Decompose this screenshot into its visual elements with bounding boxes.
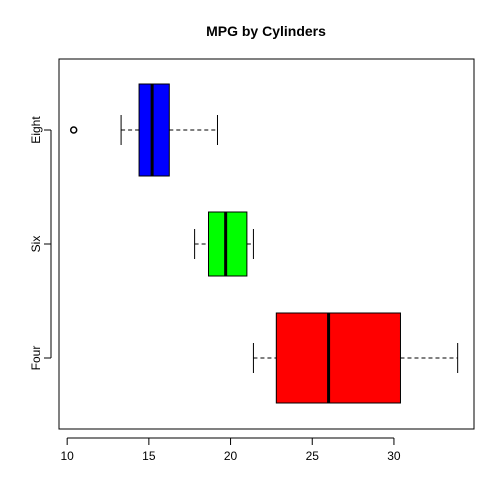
y-tick-label: Eight bbox=[29, 116, 43, 144]
x-axis: 10 15 20 25 30 bbox=[60, 437, 401, 463]
box-iqr bbox=[207, 211, 248, 277]
x-tick-label: 15 bbox=[142, 449, 156, 463]
x-tick-label: 10 bbox=[60, 449, 74, 463]
chart-title: MPG by Cylinders bbox=[206, 23, 326, 39]
box-four bbox=[252, 312, 459, 404]
y-tick-label: Six bbox=[29, 236, 43, 253]
x-tick-label: 30 bbox=[387, 449, 401, 463]
box-series bbox=[69, 83, 459, 404]
x-tick-label: 25 bbox=[306, 449, 320, 463]
y-axis: Four Six Eight bbox=[29, 116, 52, 371]
y-tick-label: Four bbox=[29, 346, 43, 371]
outlier-point bbox=[69, 126, 78, 134]
plot-frame bbox=[58, 58, 475, 430]
box-eight bbox=[69, 83, 218, 177]
box-iqr bbox=[138, 83, 170, 177]
x-tick-label: 20 bbox=[224, 449, 238, 463]
box-iqr bbox=[275, 312, 401, 404]
box-six bbox=[194, 211, 254, 277]
